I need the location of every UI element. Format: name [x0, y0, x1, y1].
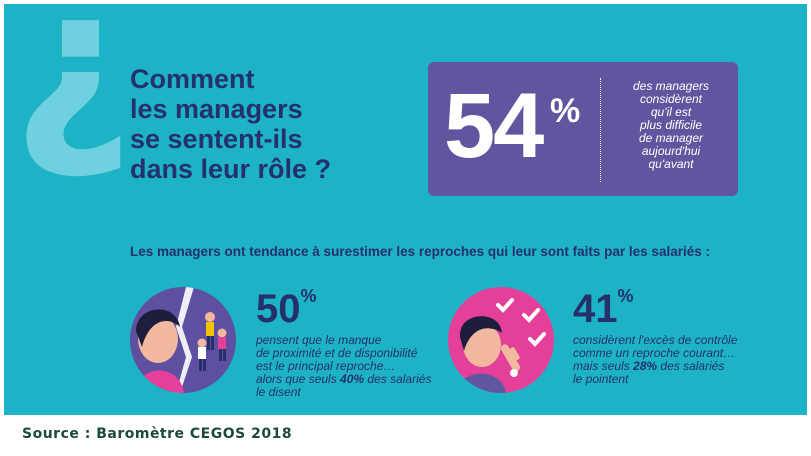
desc-highlight: 40% [340, 372, 365, 386]
caption-line: de manager [638, 131, 704, 145]
desc-line: comme un reproche courant… [573, 346, 736, 360]
headline-stat-caption: des managers considèrent qu'il est plus … [612, 80, 730, 171]
title-line: se sentent-ils [130, 124, 303, 154]
desc-line: alors que seuls 40% des salariés [256, 373, 431, 386]
desc-line: est le principal reproche… [256, 359, 396, 373]
caption-line: des managers [632, 79, 710, 93]
desc-text: mais seuls [573, 359, 634, 373]
manager-isolated-illustration [130, 287, 236, 393]
manager-control-illustration [448, 287, 554, 393]
stat-number: 50 [256, 287, 301, 331]
manager-isolated-icon [134, 287, 227, 393]
desc-line: considèrent l'excès de contrôle [573, 333, 738, 347]
dotted-divider [600, 78, 601, 182]
desc-line: pensent que le manque [256, 333, 382, 347]
manager-checklist-icon [456, 298, 546, 393]
caption-line: aujourd'hui [641, 144, 701, 158]
infographic-panel: ¿ Comment les managers se sentent-ils da… [4, 4, 807, 415]
desc-line: le pointent [573, 372, 629, 386]
caption-line: plus difficile [639, 118, 703, 132]
desc-line: mais seuls 28% des salariés [573, 360, 737, 373]
headline-stat-value: 54 [444, 75, 544, 177]
question-mark-decoration: ¿ [12, 4, 134, 185]
intro-text: Les managers ont tendance à surestimer l… [130, 244, 710, 259]
headline-stat-box: 54 % des managers considèrent qu'il est … [428, 62, 738, 196]
stat-unit: % [617, 286, 634, 306]
title-line: dans leur rôle ? [130, 154, 332, 184]
caption-line: qu'avant [648, 157, 694, 171]
desc-text: alors que seuls [256, 372, 341, 386]
stat-description-proximity: pensent que le manque de proximité et de… [256, 334, 431, 399]
desc-text: des salariés [657, 359, 725, 373]
stat-value-proximity: 50% [256, 286, 317, 331]
title-line: Comment [130, 64, 255, 94]
desc-text: des salariés [364, 372, 432, 386]
desc-line: de proximité et de disponibilité [256, 346, 418, 360]
desc-line: le disent [256, 385, 301, 399]
page-title: Comment les managers se sentent-ils dans… [130, 64, 410, 184]
title-line: les managers [130, 94, 303, 124]
caption-line: qu'il est [650, 105, 692, 119]
stat-description-control: considèrent l'excès de contrôle comme un… [573, 334, 737, 386]
desc-highlight: 28% [633, 359, 658, 373]
headline-stat-unit: % [550, 92, 581, 130]
stat-value-control: 41% [573, 286, 634, 331]
source-caption: Source : Baromètre CEGOS 2018 [22, 426, 293, 442]
stat-unit: % [300, 286, 317, 306]
stat-number: 41 [573, 287, 618, 331]
caption-line: considèrent [639, 92, 703, 106]
